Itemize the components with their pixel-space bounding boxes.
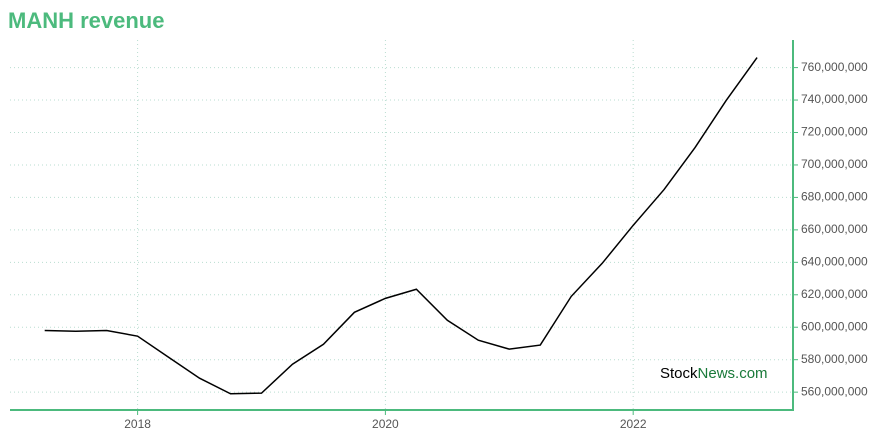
y-tick-label: 660,000,000 bbox=[801, 222, 868, 236]
y-tick-label: 580,000,000 bbox=[801, 352, 868, 366]
x-tick-label: 2018 bbox=[124, 417, 151, 431]
y-tick-label: 600,000,000 bbox=[801, 319, 868, 333]
y-tick-label: 640,000,000 bbox=[801, 254, 868, 268]
y-tick-label: 620,000,000 bbox=[801, 287, 868, 301]
x-tick-label: 2020 bbox=[372, 417, 399, 431]
y-tick-label: 760,000,000 bbox=[801, 60, 868, 74]
watermark-part: News.com bbox=[698, 365, 768, 382]
watermark-part: Stock bbox=[660, 365, 698, 382]
chart-title: MANH revenue bbox=[8, 8, 164, 33]
x-tick-label: 2022 bbox=[620, 417, 647, 431]
y-tick-label: 560,000,000 bbox=[801, 384, 868, 398]
y-tick-label: 720,000,000 bbox=[801, 125, 868, 139]
y-tick-label: 680,000,000 bbox=[801, 190, 868, 204]
watermark: StockNews.com bbox=[660, 365, 768, 382]
line bbox=[44, 57, 758, 395]
y-tick-label: 740,000,000 bbox=[801, 92, 868, 106]
y-tick-label: 700,000,000 bbox=[801, 157, 868, 171]
